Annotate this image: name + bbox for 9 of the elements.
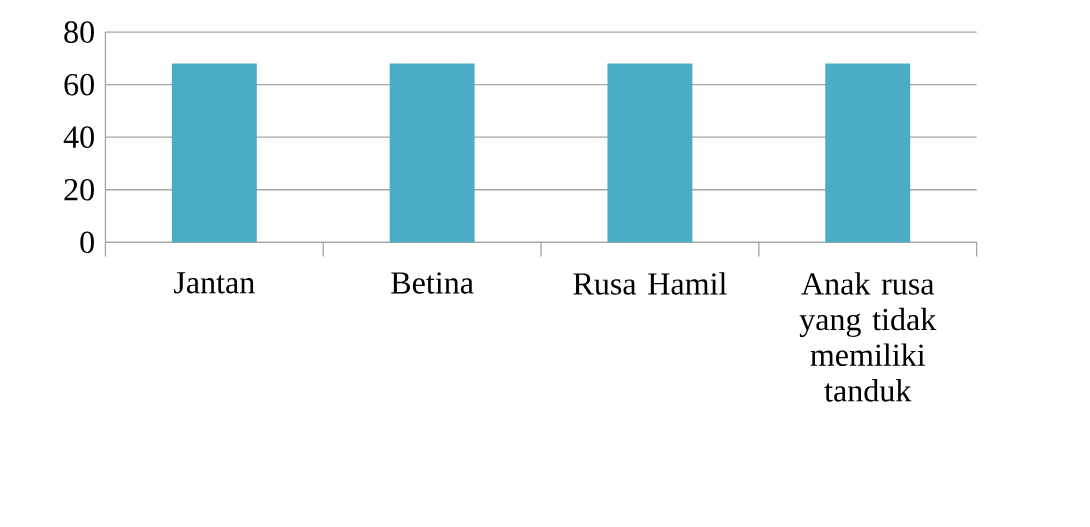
y-tick-label: 0: [80, 231, 94, 253]
y-tick-label: 20: [64, 178, 94, 201]
y-tick-label: 40: [63, 126, 94, 148]
x-tick-label: Betina: [391, 272, 474, 294]
y-tick-label: 60: [64, 73, 94, 96]
y-tick-label: 80: [64, 21, 94, 43]
x-tick-label: Rusa Hamil: [573, 272, 727, 295]
x-tick-label: Jantan: [174, 272, 255, 294]
x-tick-label: Anak rusa yang tidak memiliki tanduk: [799, 272, 937, 402]
